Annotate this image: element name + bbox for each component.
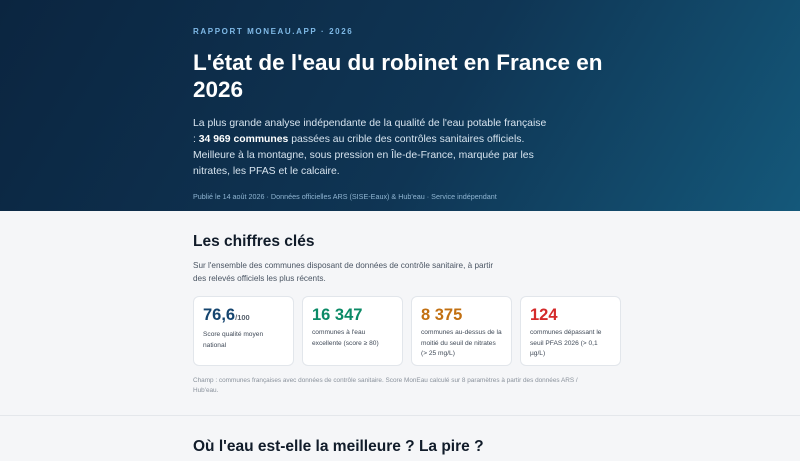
lead-text-end: passées au crible des contrôles sanitair… <box>193 134 534 177</box>
stat-card-national-score: 76,6/100 Score qualité moyen national <box>193 296 294 366</box>
stat-value: 16 347 <box>312 306 363 324</box>
stat-label: communes dépassant le seuil PFAS 2026 (>… <box>530 329 602 357</box>
stat-card-pfas: 124 communes dépassant le seuil PFAS 202… <box>520 296 621 366</box>
best-worst-section: Où l'eau est-elle la meilleure ? La pire… <box>0 416 800 456</box>
methodology-note: Champ : communes françaises avec données… <box>193 377 578 394</box>
stat-value: 124 <box>530 306 558 324</box>
report-hero: RAPPORT MONEAU.APP · 2026 L'état de l'ea… <box>0 0 800 211</box>
key-figures-intro: Sur l'ensemble des communes disposant de… <box>193 261 494 283</box>
stat-value: 8 375 <box>421 306 463 324</box>
stat-number: 76,6 <box>203 306 236 324</box>
report-kicker: RAPPORT MONEAU.APP · 2026 <box>193 27 354 36</box>
stat-unit: /100 <box>235 313 250 322</box>
lead-highlight: 34 969 communes <box>198 134 289 145</box>
stat-label: Score qualité moyen national <box>203 331 264 349</box>
stat-cards: 76,6/100 Score qualité moyen national 16… <box>193 296 800 366</box>
best-worst-heading: Où l'eau est-elle la meilleure ? La pire… <box>193 438 484 455</box>
key-figures-heading: Les chiffres clés <box>193 233 315 250</box>
stat-label: communes à l'eau excellente (score ≥ 80) <box>312 329 379 347</box>
stat-label: communes au-dessus de la moitié du seuil… <box>421 329 502 357</box>
stat-card-excellent-communes: 16 347 communes à l'eau excellente (scor… <box>302 296 403 366</box>
stat-card-nitrates: 8 375 communes au-dessus de la moitié du… <box>411 296 512 366</box>
page-title: L'état de l'eau du robinet en France en … <box>193 50 603 102</box>
report-lead: La plus grande analyse indépendante de l… <box>193 116 549 180</box>
publication-meta: Publié le 14 août 2026 · Données officie… <box>193 192 497 201</box>
stat-value: 76,6/100 <box>203 306 285 327</box>
lead-text-start: La plus grande analyse indépendante de l… <box>193 118 547 145</box>
key-figures-section: Les chiffres clés Sur l'ensemble des com… <box>0 211 800 416</box>
